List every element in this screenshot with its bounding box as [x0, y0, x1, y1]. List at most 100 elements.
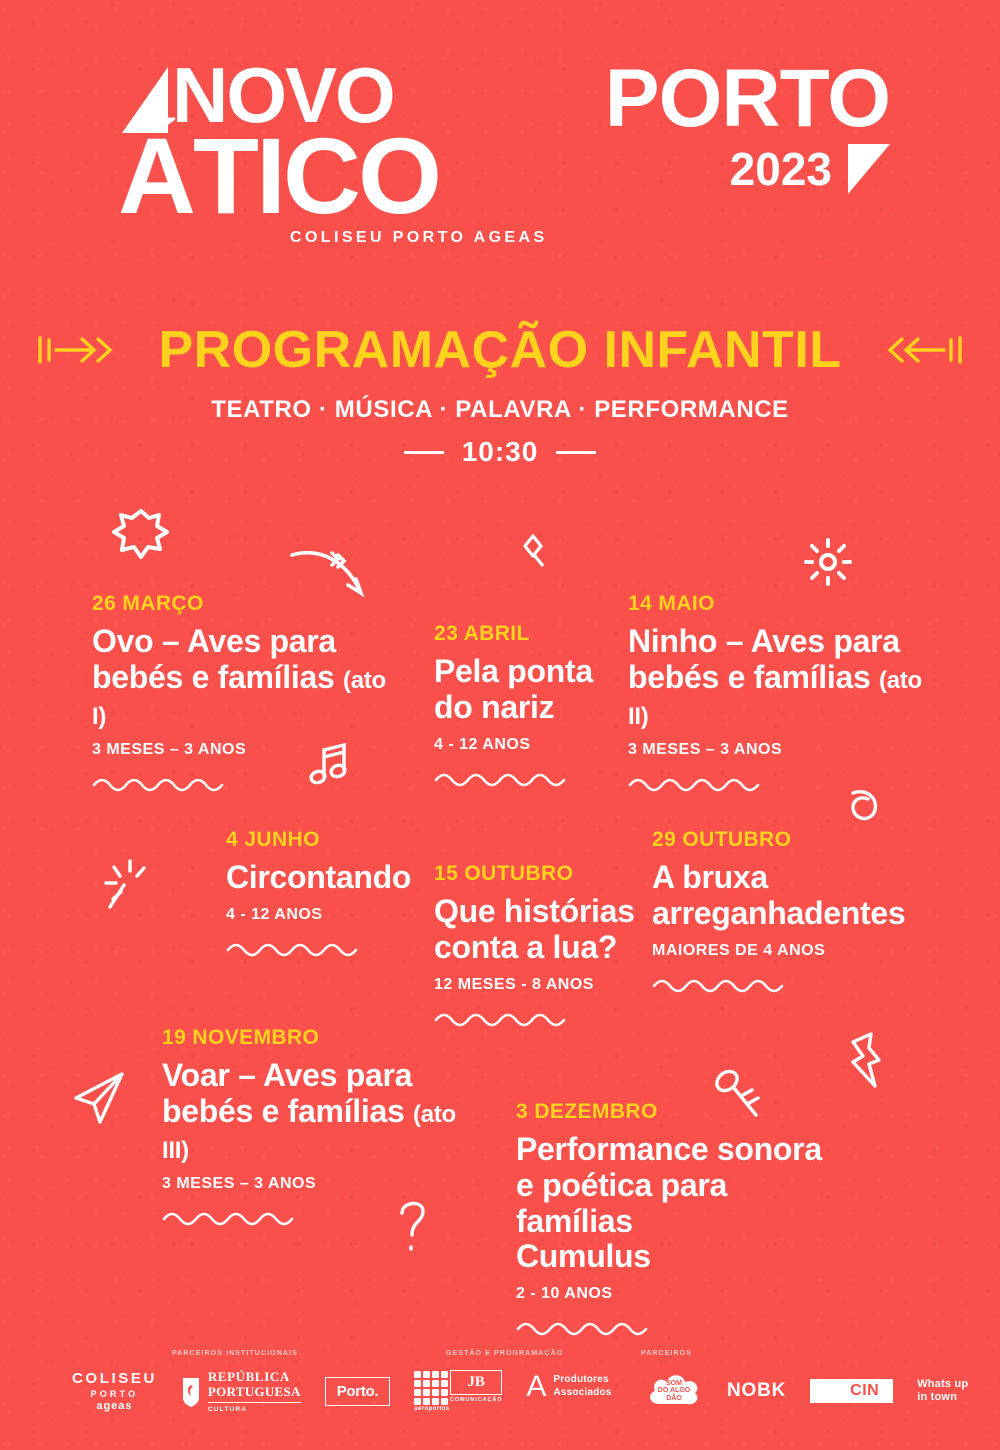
event-card[interactable]: 29 OUTUBRO A bruxa arreganhadentes MAIOR…	[652, 828, 942, 994]
republica-portuguesa-logo[interactable]: REPÚBLICA PORTUGUESA CULTURA	[181, 1369, 301, 1414]
dash-right	[556, 450, 597, 454]
arrow-left-doodle	[887, 336, 962, 364]
whatsup-in-town-logo[interactable]: Whats up in town	[917, 1378, 968, 1404]
pa-line1: Produtores	[553, 1374, 609, 1385]
event-title: Ninho – Aves para bebés e famílias (ato …	[628, 623, 938, 731]
spiral-doodle	[851, 790, 878, 821]
porto-label: PORTO	[604, 53, 891, 144]
event-act-label: (ato III)	[162, 1100, 456, 1164]
event-card[interactable]: 14 MAIO Ninho – Aves para bebés e famíli…	[628, 592, 938, 793]
event-title: Circontando	[226, 859, 476, 896]
event-title-line1: Ninho – Aves para	[628, 623, 900, 659]
event-title-line2: e poética para famílias	[516, 1166, 728, 1239]
footer-label-gestao: GESTÃO E PROGRAMAÇÃO	[446, 1350, 564, 1357]
coliseu-line1: COLISEU	[72, 1370, 157, 1387]
logo-word-novo: NOVO	[172, 51, 396, 139]
event-card[interactable]: 26 MARÇO Ovo – Aves para bebés e família…	[92, 592, 392, 793]
event-title: Performance sonora e poética para famíli…	[516, 1131, 846, 1275]
wave-divider	[92, 779, 224, 792]
ana-aeroportos-logo[interactable]: aeroportos	[414, 1371, 449, 1412]
title-subtitle: TEATRO · MÚSICA · PALAVRA · PERFORMANCE	[211, 396, 789, 423]
event-title-line2: bebés e famílias	[162, 1092, 405, 1129]
cloud-icon	[650, 1375, 698, 1405]
event-card[interactable]: 3 DEZEMBRO Performance sonora e poética …	[516, 1100, 846, 1337]
event-date: 14 MAIO	[628, 592, 715, 615]
event-age-range: 3 MESES – 3 ANOS	[92, 741, 247, 759]
event-age-range: 12 MESES - 8 ANOS	[434, 975, 594, 993]
star-burst-doodle	[104, 859, 146, 909]
event-card[interactable]: 15 OUTUBRO Que histórias conta a lua? 12…	[434, 862, 684, 1028]
music-note-doodle	[309, 742, 347, 785]
event-title-line3: Cumulus	[516, 1238, 651, 1275]
nobk-logo[interactable]: NOBK	[727, 1380, 787, 1401]
republica-line3: CULTURA	[207, 1406, 248, 1414]
event-age-range: 4 - 12 ANOS	[434, 735, 531, 753]
event-title-line2: bebés e famílias	[92, 658, 335, 695]
event-act-label: (ato I)	[92, 666, 386, 730]
republica-line2: PORTUGUESA	[207, 1384, 301, 1404]
event-card[interactable]: 19 NOVEMBRO Voar – Aves para bebés e fam…	[162, 1026, 472, 1227]
event-card[interactable]: 23 ABRIL Pela ponta do nariz 4 - 12 ANOS	[434, 622, 664, 788]
sparkle-doodle	[523, 534, 545, 567]
flower-doodle	[112, 509, 169, 559]
event-title: A bruxa arreganhadentes	[652, 859, 942, 932]
poster-footer: PARCEIROS INSTITUCIONAIS GESTÃO E PROGRA…	[0, 1350, 1000, 1450]
curved-arrow-doodle	[290, 550, 365, 598]
pa-a-icon: A	[526, 1370, 547, 1403]
event-age-range: 3 MESES – 3 ANOS	[628, 741, 783, 759]
event-date: 19 NOVEMBRO	[162, 1026, 320, 1049]
logo-subtitle: COLISEU PORTO AGEAS	[290, 228, 548, 246]
arrow-right-doodle	[38, 336, 113, 364]
event-title-line2: conta a lua?	[434, 928, 618, 965]
wave-divider	[628, 779, 760, 792]
footer-label-institucionais: PARCEIROS INSTITUCIONAIS	[172, 1350, 298, 1357]
cin-logo[interactable]: CIN	[810, 1379, 894, 1403]
event-age-range: 2 - 10 ANOS	[516, 1285, 613, 1303]
dash-left	[403, 450, 444, 454]
institutional-logos: COLISEU PORTO ageas REPÚBLICA PORTUGUESA…	[72, 1369, 450, 1414]
event-title: Ovo – Aves para bebés e famílias (ato I)	[92, 623, 392, 731]
whatsup-line1: Whats up	[917, 1377, 969, 1390]
porto-2023-block: PORTO 2023	[604, 53, 891, 196]
event-title-line1: Performance sonora	[516, 1131, 822, 1167]
event-date: 15 OUTUBRO	[434, 862, 574, 885]
som-line1: SOM	[666, 1379, 682, 1387]
event-date: 4 JUNHO	[226, 828, 320, 851]
event-title-line1: Circontando	[226, 859, 412, 895]
page-title: PROGRAMAÇÃO INFANTIL	[158, 321, 842, 379]
ana-sub-label: aeroportos	[414, 1406, 450, 1413]
jb-sub-label: COMUNICAÇÃO	[450, 1397, 503, 1403]
event-title: Que histórias conta a lua?	[434, 893, 684, 966]
event-title-line2: do nariz	[434, 688, 555, 725]
event-card[interactable]: 4 JUNHO Circontando 4 - 12 ANOS	[226, 828, 476, 958]
year-label: 2023	[729, 142, 832, 195]
event-date: 29 OUTUBRO	[652, 828, 792, 851]
event-age-range: 4 - 12 ANOS	[226, 905, 323, 923]
event-title-line1: Ovo – Aves para	[92, 623, 336, 659]
event-date: 23 ABRIL	[434, 622, 530, 645]
produtores-associados-logo[interactable]: A Produtores Associados	[526, 1370, 611, 1403]
shield-icon	[182, 1377, 199, 1407]
event-title-line1: Voar – Aves para	[162, 1057, 413, 1093]
wave-divider	[162, 1213, 294, 1226]
poster-header: NOVO ÁTICO COLISEU PORTO AGEAS PORTO 202…	[0, 0, 1000, 280]
coliseu-porto-ageas-logo[interactable]: COLISEU PORTO ageas	[72, 1370, 157, 1414]
logo-word-atico: ÁTICO	[118, 115, 442, 236]
som-do-algodao-logo[interactable]: SOM DO ALGO DÃO	[645, 1370, 703, 1412]
event-age-range: 3 MESES – 3 ANOS	[162, 1175, 317, 1193]
wave-divider	[434, 1013, 566, 1026]
event-title: Pela ponta do nariz	[434, 653, 664, 726]
wave-divider	[516, 1323, 648, 1336]
flag-triangle-icon	[848, 143, 890, 194]
event-date: 26 MARÇO	[92, 592, 204, 615]
event-title-line1: Pela ponta	[434, 653, 593, 689]
showtime-label: 10:30	[461, 436, 539, 467]
porto-municipality-logo[interactable]: Porto.	[324, 1377, 391, 1407]
jb-comunicacao-logo[interactable]: JB COMUNICAÇÃO	[450, 1370, 503, 1403]
event-title: Voar – Aves para bebés e famílias (ato I…	[162, 1057, 472, 1165]
event-title-line1: A bruxa	[652, 859, 768, 895]
management-logos: JB COMUNICAÇÃO A Produtores Associados	[450, 1370, 612, 1403]
partner-logos: SOM DO ALGO DÃO NOBK CIN Whats up in tow…	[645, 1370, 968, 1412]
key-doodle	[715, 1069, 760, 1117]
event-title-line1: Que histórias	[434, 893, 635, 929]
